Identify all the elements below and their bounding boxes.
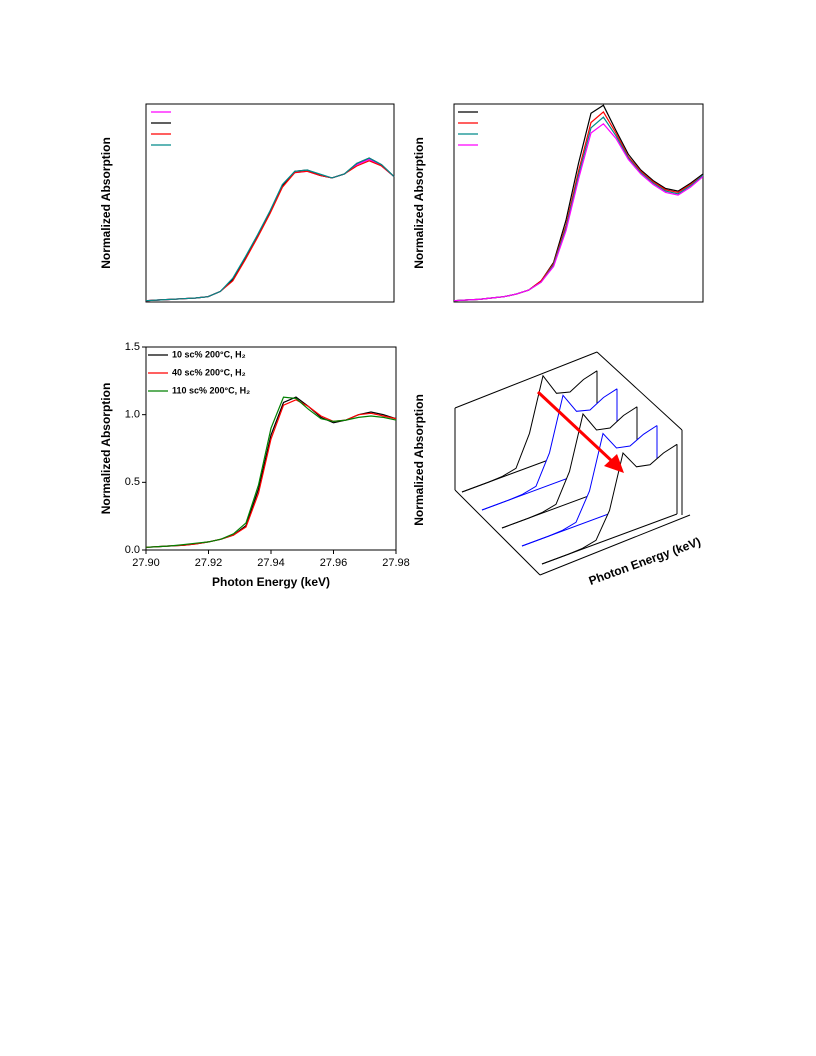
- data-line: [521, 425, 658, 547]
- y-axis-title: Normalized Absorption: [99, 383, 113, 515]
- waterfall-frame: [454, 351, 691, 576]
- legend-label: 40 sc% 200°C, H₂: [172, 367, 246, 377]
- x-tick-label: 27.94: [257, 557, 285, 569]
- x-tick-label: 27.96: [320, 557, 348, 569]
- frame-line: [596, 351, 683, 431]
- x-tick-label: 27.98: [382, 557, 410, 569]
- data-line: [453, 122, 704, 302]
- data-line: [461, 370, 598, 493]
- frame-line: [454, 489, 541, 576]
- data-line: [145, 157, 395, 302]
- frame-line: [454, 351, 598, 409]
- y-tick-label: 0.5: [125, 476, 140, 488]
- y-axis-title: Normalized Absorption: [412, 394, 426, 526]
- trend-arrowhead: [604, 454, 624, 473]
- data-line: [481, 388, 618, 511]
- x-tick-label: 27.92: [195, 557, 223, 569]
- trend-arrow: [536, 390, 616, 465]
- y-axis-title: Normalized Absorption: [99, 137, 113, 269]
- y-tick-label: 0.0: [125, 544, 140, 556]
- x-axis-title: Photon Energy (keV): [212, 575, 330, 589]
- plot-frame: [145, 103, 395, 303]
- frame-line: [539, 514, 691, 576]
- y-tick-label: 1.0: [125, 409, 140, 421]
- curve-fill: [542, 444, 677, 564]
- y-tick-label: 1.5: [125, 341, 140, 353]
- legend-label: 110 sc% 200°C, H₂: [172, 385, 250, 395]
- data-line: [541, 443, 678, 565]
- data-line: [145, 396, 397, 548]
- data-line: [145, 399, 397, 548]
- legend-label: 10 sc% 200°C, H₂: [172, 349, 246, 359]
- x-tick-label: 27.90: [132, 557, 160, 569]
- plot-frame: [453, 103, 704, 303]
- y-axis-title: Normalized Absorption: [412, 137, 426, 269]
- data-line: [501, 406, 638, 529]
